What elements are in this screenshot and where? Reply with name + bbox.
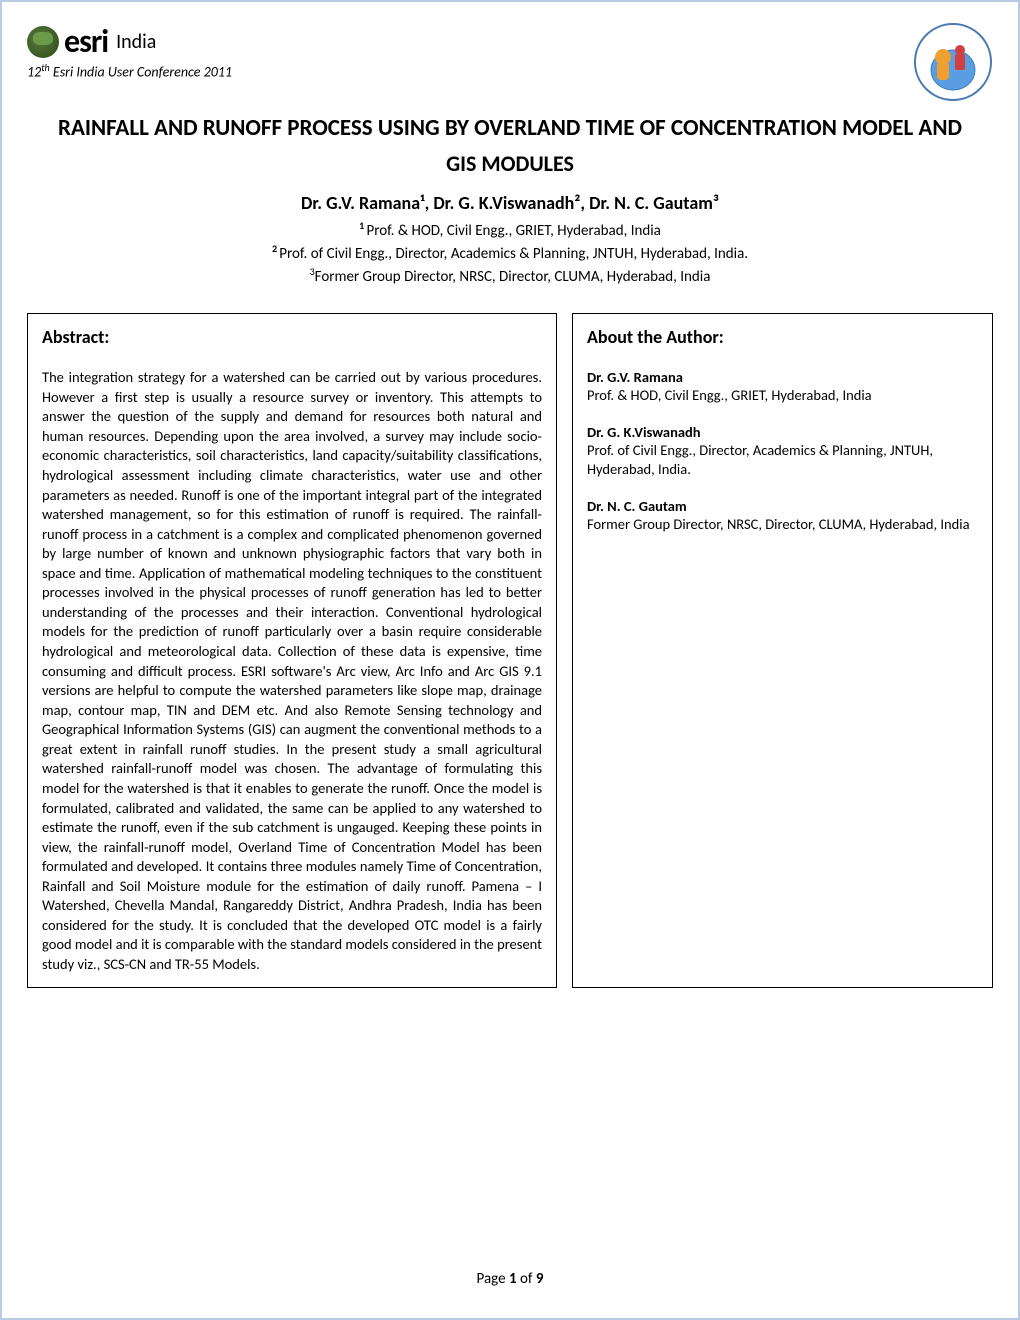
abstract-body: The integration strategy for a watershed…	[42, 368, 542, 974]
about-author-heading: About the Author:	[587, 326, 978, 348]
author-name-1: Dr. G.V. Ramana	[587, 368, 978, 386]
logo-left-container: esri India 12th Esri India User Conferen…	[27, 22, 232, 106]
author-affil-1: Prof. & HOD, Civil Engg., GRIET, Hyderab…	[587, 386, 978, 405]
globe-icon	[27, 26, 59, 58]
current-page: 1	[509, 1270, 517, 1288]
page-footer: Page 1 of 9	[2, 1270, 1018, 1288]
affiliation-3: 3Former Group Director, NRSC, Director, …	[27, 265, 993, 288]
content-row: Abstract: The integration strategy for a…	[27, 313, 993, 987]
affil2-text: Prof. of Civil Engg., Director, Academic…	[279, 245, 748, 263]
of-label: of	[517, 1270, 536, 1288]
author-entry-2: Dr. G. K.Viswanadh Prof. of Civil Engg.,…	[587, 423, 978, 479]
conference-sup: th	[41, 61, 50, 74]
author-name-2: Dr. G. K.Viswanadh	[587, 423, 978, 441]
affiliations-block: 1 Prof. & HOD, Civil Engg., GRIET, Hyder…	[27, 219, 993, 288]
total-pages: 9	[536, 1270, 544, 1288]
author-entry-1: Dr. G.V. Ramana Prof. & HOD, Civil Engg.…	[587, 368, 978, 405]
page-label: Page	[477, 1270, 509, 1288]
author-affil-2: Prof. of Civil Engg., Director, Academic…	[587, 441, 978, 479]
authors-line: Dr. G.V. Ramana¹, Dr. G. K.Viswanadh², D…	[27, 192, 993, 214]
logo-suffix: India	[116, 30, 156, 54]
affil1-text: Prof. & HOD, Civil Engg., GRIET, Hyderab…	[366, 222, 660, 240]
abstract-heading: Abstract:	[42, 326, 542, 348]
paper-title-line2: GIS MODULES	[27, 150, 993, 177]
conference-line: 12th Esri India User Conference 2011	[27, 61, 232, 81]
paper-title-line1: RAINFALL AND RUNOFF PROCESS USING BY OVE…	[27, 111, 993, 146]
conference-logo-icon	[913, 22, 993, 102]
conference-prefix: 12	[27, 64, 41, 81]
header-row: esri India 12th Esri India User Conferen…	[27, 22, 993, 106]
esri-logo: esri India	[27, 22, 232, 61]
logo-text: esri	[64, 22, 108, 61]
abstract-box: Abstract: The integration strategy for a…	[27, 313, 557, 987]
affiliation-1: 1 Prof. & HOD, Civil Engg., GRIET, Hyder…	[27, 219, 993, 242]
author-affil-3: Former Group Director, NRSC, Director, C…	[587, 515, 978, 534]
affil3-text: Former Group Director, NRSC, Director, C…	[315, 268, 711, 286]
about-author-box: About the Author: Dr. G.V. Ramana Prof. …	[572, 313, 993, 987]
affiliation-2: 2 Prof. of Civil Engg., Director, Academ…	[27, 242, 993, 265]
author-name-3: Dr. N. C. Gautam	[587, 497, 978, 515]
author-entry-3: Dr. N. C. Gautam Former Group Director, …	[587, 497, 978, 534]
conference-text: Esri India User Conference 2011	[50, 64, 232, 81]
